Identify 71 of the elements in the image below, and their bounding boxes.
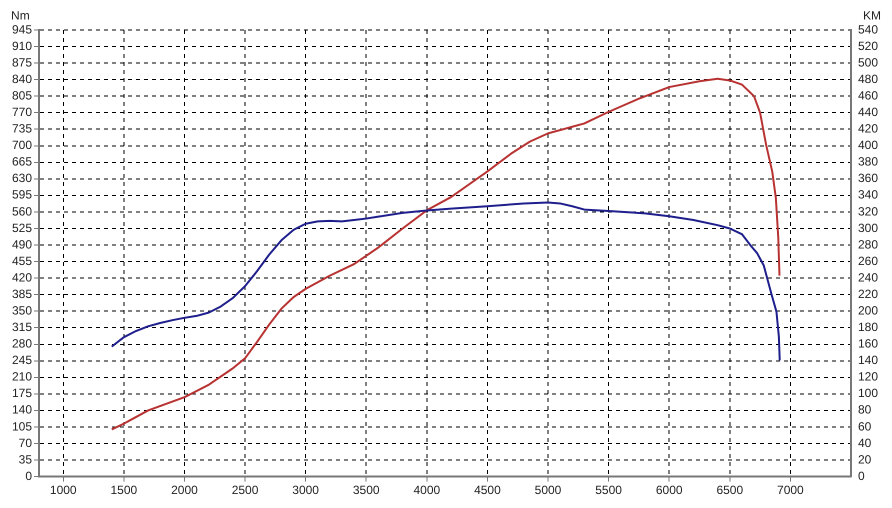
y-tick-label: 385	[12, 286, 32, 301]
x-tick-label: 1000	[50, 483, 77, 498]
y-tick-label: 140	[12, 402, 32, 417]
y-tick-label: 420	[12, 270, 32, 284]
y-tick-label: 770	[12, 105, 32, 120]
y-tick-label: 945	[12, 22, 32, 36]
y2-tick-label: 320	[858, 204, 878, 218]
y-tick-label: 175	[12, 386, 32, 400]
y-tick-label: 315	[12, 320, 32, 334]
y2-tick-label: 40	[858, 436, 872, 450]
y-tick-label: 700	[12, 138, 32, 152]
y2-tick-label: 500	[858, 55, 878, 70]
y2-tick-label: 380	[858, 154, 878, 169]
y2-tick-label: 80	[858, 402, 872, 417]
x-tick-label: 5500	[595, 483, 622, 498]
y-tick-label: 910	[12, 38, 32, 53]
y-tick-label: 35	[18, 452, 32, 466]
y2-tick-label: 220	[858, 286, 878, 301]
y2-axis-title: KM	[862, 8, 881, 22]
y-tick-label: 560	[12, 204, 32, 218]
y-tick-label: 455	[12, 254, 32, 268]
y-tick-label: 245	[12, 353, 32, 368]
x-tick-label: 4000	[413, 483, 440, 498]
y2-tick-label: 0	[858, 468, 865, 483]
y2-tick-label: 480	[858, 72, 878, 86]
y-tick-label: 280	[12, 336, 32, 351]
y-tick-label: 875	[12, 55, 32, 70]
y-tick-label: 70	[18, 436, 32, 450]
y2-tick-label: 300	[858, 220, 878, 235]
x-tick-label: 2500	[232, 483, 259, 498]
y-tick-label: 105	[12, 419, 32, 434]
y2-tick-label: 540	[858, 22, 878, 36]
y2-tick-label: 260	[858, 254, 878, 268]
y2-tick-label: 180	[858, 320, 878, 334]
y2-tick-label: 340	[858, 188, 878, 202]
x-tick-label: 6500	[716, 483, 744, 498]
y2-tick-label: 100	[858, 386, 878, 400]
y2-tick-label: 160	[858, 336, 878, 351]
x-tick-label: 7000	[777, 483, 804, 498]
y2-tick-label: 60	[858, 419, 872, 434]
x-tick-label: 2000	[171, 483, 198, 498]
x-tick-label: 4500	[474, 483, 502, 498]
y2-tick-label: 140	[858, 353, 878, 368]
y-axis-title: Nm	[11, 8, 30, 22]
x-tick-label: 1500	[110, 483, 138, 498]
y-tick-label: 805	[12, 88, 32, 102]
y-tick-label: 210	[12, 370, 32, 384]
y2-tick-label: 20	[858, 452, 872, 466]
y2-tick-label: 280	[858, 237, 878, 252]
x-tick-label: 3000	[292, 483, 320, 498]
y-tick-label: 525	[12, 220, 32, 235]
x-tick-label: 6000	[656, 483, 683, 498]
y-tick-label: 840	[12, 72, 32, 86]
y-tick-label: 490	[12, 237, 32, 252]
y2-tick-label: 200	[858, 304, 878, 318]
y2-tick-label: 440	[858, 105, 878, 120]
y2-tick-label: 120	[858, 370, 878, 384]
y2-tick-label: 420	[858, 122, 878, 136]
y-tick-label: 595	[12, 188, 32, 202]
y2-tick-label: 460	[858, 88, 878, 102]
y2-tick-label: 360	[858, 171, 878, 186]
y2-tick-label: 240	[858, 270, 878, 284]
y-tick-label: 350	[12, 304, 32, 318]
y-tick-label: 0	[25, 468, 32, 483]
x-tick-label: 5000	[534, 483, 562, 498]
y-tick-label: 630	[12, 171, 32, 186]
y-tick-label: 665	[12, 154, 32, 169]
y-tick-label: 735	[12, 122, 32, 136]
y2-tick-label: 520	[858, 38, 878, 53]
y2-tick-label: 400	[858, 138, 878, 152]
x-tick-label: 3500	[352, 483, 380, 498]
